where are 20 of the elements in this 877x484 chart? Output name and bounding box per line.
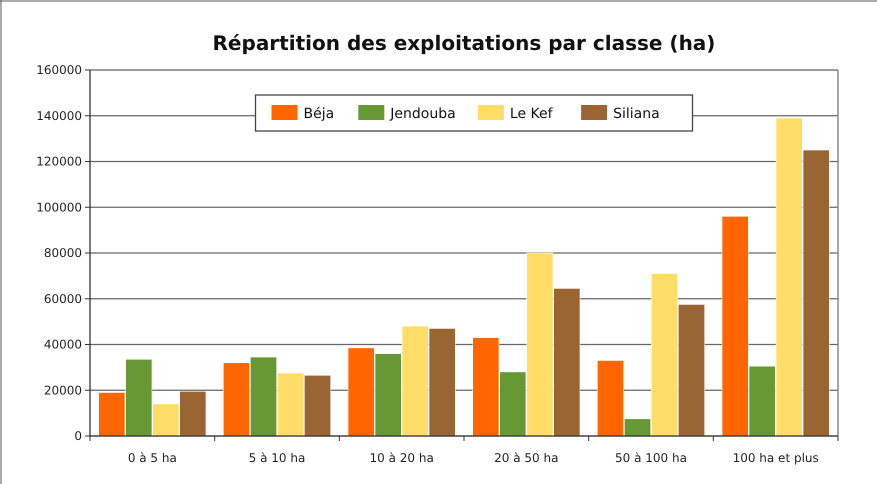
y-tick-label: 80000	[44, 246, 82, 260]
legend-label: Siliana	[613, 106, 660, 122]
y-tick-label: 20000	[44, 383, 82, 398]
legend-label: Jendouba	[389, 106, 456, 122]
x-tick-label: 0 à 5 ha	[128, 451, 177, 465]
chart-title: Répartition des exploitations par classe (ha)	[212, 31, 716, 55]
legend-label: Le Kef	[510, 106, 554, 122]
x-tick-label: 5 à 10 ha	[248, 451, 306, 465]
y-tick-label: 0	[74, 429, 82, 444]
legend-label: Béja	[304, 106, 334, 122]
x-tick-label: 50 à 100 ha	[615, 451, 687, 465]
x-tick-label: 20 à 50 ha	[494, 451, 558, 465]
y-tick-label: 120000	[36, 154, 82, 169]
x-tick-label: 10 à 20 ha	[370, 451, 434, 465]
y-tick-label: 60000	[44, 292, 82, 306]
y-tick-label: 160000	[36, 63, 82, 78]
x-tick-label: 100 ha et plus	[732, 451, 819, 465]
y-tick-label: 100000	[36, 200, 82, 214]
y-tick-label: 40000	[44, 338, 82, 352]
y-tick-label: 140000	[36, 108, 82, 123]
